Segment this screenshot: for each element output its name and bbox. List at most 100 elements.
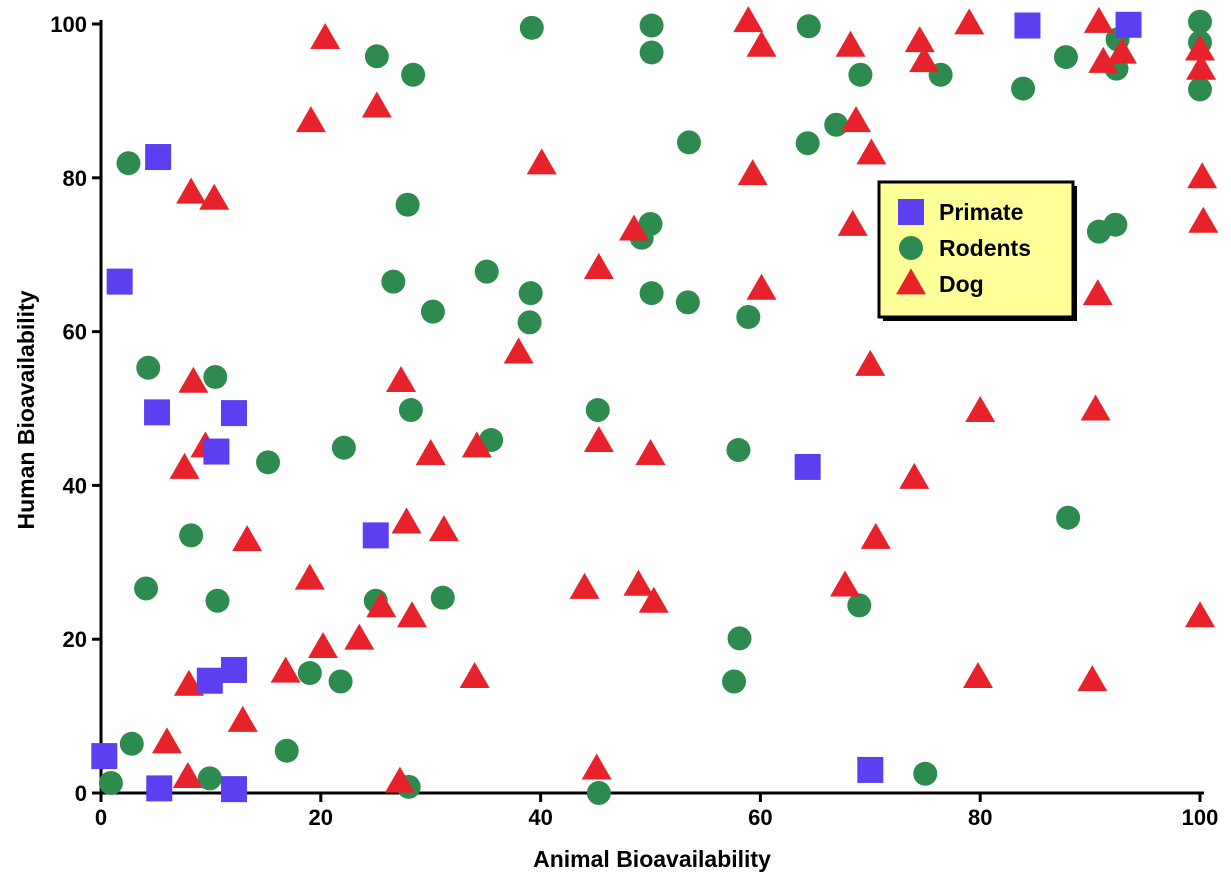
dog-point — [737, 159, 768, 186]
primate-point — [1115, 11, 1142, 38]
rodents-point — [398, 398, 423, 423]
rodents-point — [726, 438, 751, 463]
dog-point — [428, 515, 459, 542]
axes: 0 20 40 60 80 100 0 20 40 60 80 100 — [50, 12, 1218, 830]
rodents-point — [913, 761, 938, 786]
dog-point — [746, 273, 777, 300]
dog-point — [733, 6, 764, 33]
primate-point — [220, 776, 247, 803]
rodents-point — [586, 781, 611, 805]
rodents-point — [364, 44, 389, 69]
dog-point — [904, 26, 935, 53]
dog-point — [270, 656, 301, 683]
x-tick-label: 20 — [309, 805, 333, 830]
legend-rodents-swatch — [899, 236, 923, 260]
dog-point — [310, 23, 341, 50]
data-marks — [91, 6, 1219, 805]
rodents-point — [1056, 505, 1081, 530]
dog-point — [415, 439, 446, 466]
dog-point — [526, 148, 557, 175]
x-tick-label: 100 — [1182, 805, 1219, 830]
dog-point — [307, 632, 338, 659]
primate-point — [91, 743, 118, 770]
dog-point — [151, 727, 182, 754]
dog-point — [638, 586, 669, 613]
primate-point — [203, 438, 230, 465]
dog-point — [199, 183, 230, 210]
rodents-point — [401, 62, 426, 87]
dog-point — [178, 366, 209, 393]
dog-point — [344, 623, 375, 650]
rodents-point — [675, 290, 700, 315]
y-tick-label: 80 — [63, 166, 87, 191]
dog-point — [635, 439, 666, 466]
dog-point — [397, 601, 428, 628]
legend: Primate Rodents Dog — [877, 180, 1077, 321]
dog-point — [173, 669, 204, 696]
primate-point — [220, 656, 247, 683]
legend-primate-swatch — [898, 199, 924, 225]
primate-point — [857, 756, 884, 783]
y-axis-title: Human Bioavailability — [13, 290, 39, 529]
dog-point — [619, 214, 650, 241]
primate-point — [196, 667, 223, 694]
dog-point — [830, 570, 861, 597]
primate-point — [794, 453, 821, 480]
rodents-point — [638, 211, 663, 236]
rodents-point — [519, 15, 544, 40]
dog-point — [294, 563, 325, 590]
dog-point — [581, 753, 612, 780]
rodents-point — [639, 281, 664, 306]
rodents-point — [727, 626, 752, 651]
primate-point — [144, 399, 171, 426]
rodents-point — [197, 766, 222, 791]
rodents-point — [1188, 77, 1212, 102]
legend-dog-label: Dog — [939, 271, 984, 297]
rodents-point — [116, 151, 141, 176]
dog-point — [1082, 279, 1113, 306]
rodents-point — [639, 13, 664, 38]
y-tick-label: 20 — [63, 627, 87, 652]
dog-point — [899, 462, 930, 489]
primate-point — [362, 522, 389, 549]
x-tick-label: 0 — [95, 805, 107, 830]
primate-point — [106, 268, 133, 295]
y-tick-label: 40 — [63, 473, 87, 498]
rodents-point — [134, 576, 159, 601]
dog-point — [459, 662, 490, 689]
rodents-point — [1188, 9, 1212, 34]
series-primate — [91, 11, 1142, 803]
dog-point — [1077, 665, 1108, 692]
dog-point — [503, 337, 534, 364]
dog-point — [583, 425, 614, 452]
dog-point — [461, 431, 492, 458]
dog-point — [835, 30, 866, 57]
dog-point — [384, 766, 415, 793]
rodents-point — [676, 130, 701, 155]
dog-point — [1083, 6, 1114, 33]
y-tick-label: 100 — [50, 12, 87, 37]
rodents-point — [328, 669, 353, 694]
rodents-point — [847, 593, 872, 618]
rodents-point — [274, 738, 299, 763]
x-axis-title: Animal Bioavailability — [533, 846, 771, 872]
rodents-point — [848, 62, 873, 87]
rodents-point — [639, 40, 664, 65]
dog-point — [965, 395, 996, 422]
x-tick-label: 80 — [968, 805, 992, 830]
dog-point — [855, 349, 886, 376]
legend-primate-label: Primate — [939, 199, 1023, 225]
dog-point — [391, 507, 422, 534]
dog-point — [386, 365, 417, 392]
dog-point — [569, 572, 600, 599]
dog-point — [1106, 37, 1137, 64]
rodents-point — [518, 281, 543, 306]
dog-point — [227, 705, 258, 732]
rodents-point — [119, 731, 144, 756]
primate-point — [145, 144, 172, 171]
dog-point — [954, 8, 985, 35]
dog-point — [1187, 162, 1218, 189]
rodents-point — [517, 310, 542, 335]
dog-point — [366, 591, 397, 618]
rodents-point — [256, 450, 281, 475]
